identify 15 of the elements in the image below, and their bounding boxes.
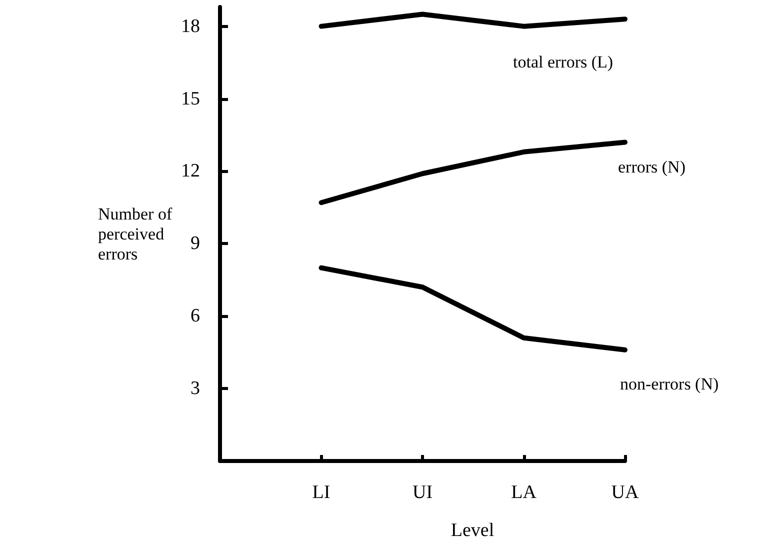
y-axis-title: Number of perceived errors [98, 204, 172, 264]
series-label: errors (N) [618, 158, 686, 177]
y-tick-label: 3 [190, 378, 200, 400]
y-tick-label: 9 [190, 233, 200, 254]
x-tick-label: LA [511, 482, 537, 503]
y-tick-label: 15 [181, 88, 200, 110]
series-label: non-errors (N) [620, 374, 719, 394]
y-tick-label: 12 [181, 160, 200, 182]
x-tick-label: UI [412, 482, 433, 503]
y-tick-label: 6 [190, 306, 200, 327]
x-tick-label: LI [312, 482, 330, 503]
series-label: total errors (L) [513, 52, 614, 72]
x-tick-label: UA [611, 482, 639, 503]
y-tick-label: 18 [181, 16, 200, 37]
x-axis-title: Level [450, 520, 494, 541]
